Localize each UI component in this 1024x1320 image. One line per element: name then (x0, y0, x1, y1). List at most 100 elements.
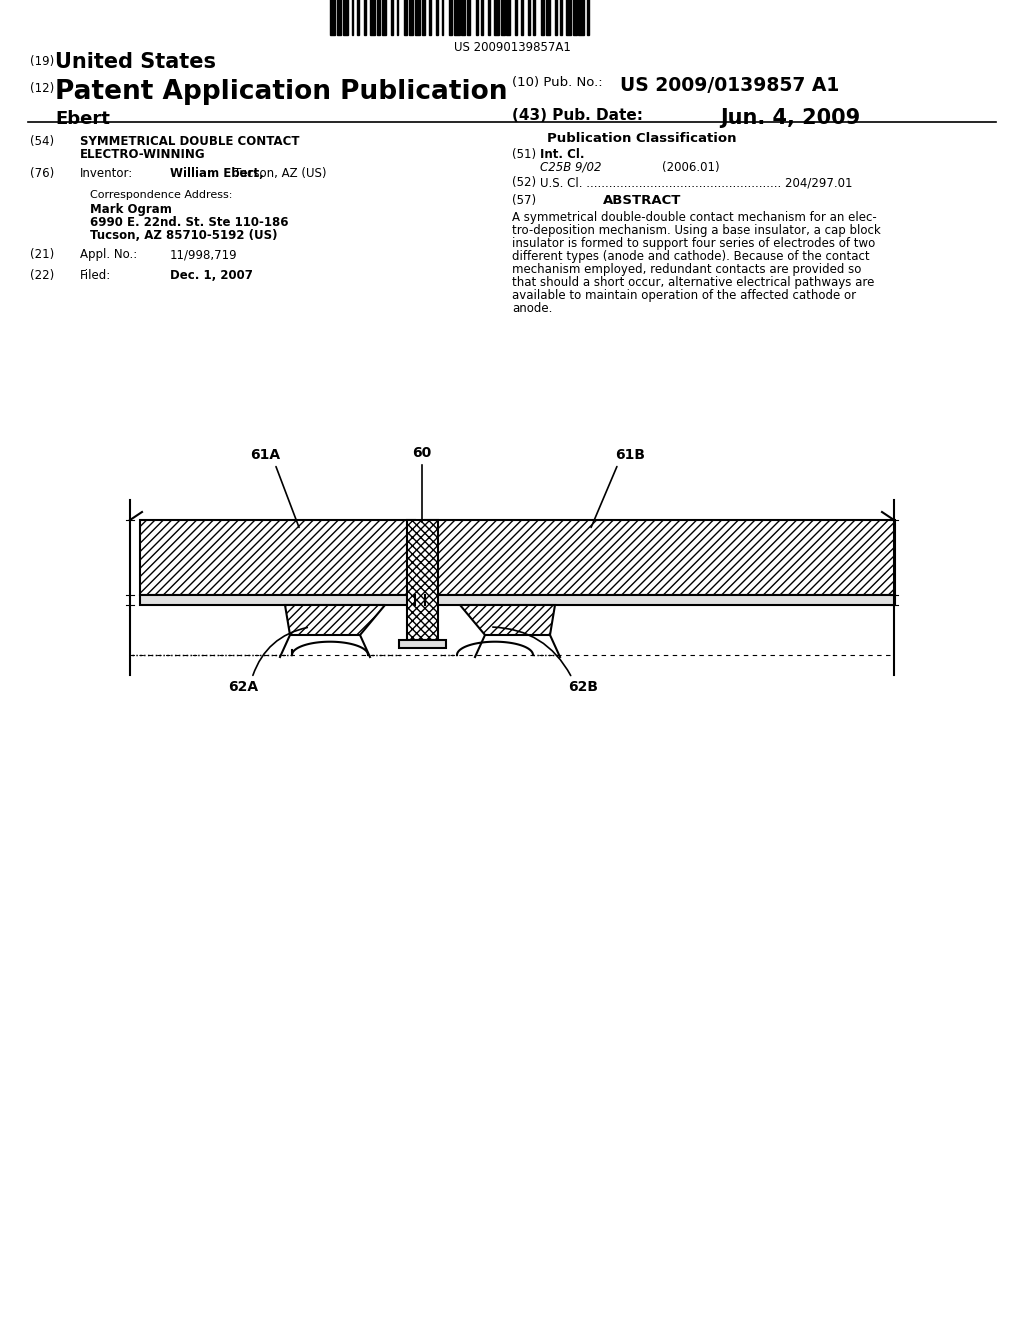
Bar (396, 0, 398, 36)
Text: ABSTRACT: ABSTRACT (603, 194, 681, 207)
Bar (377, 0, 380, 36)
Bar (507, 0, 510, 36)
Text: mechanism employed, redundant contacts are provided so: mechanism employed, redundant contacts a… (512, 263, 861, 276)
Bar (425, 520, 895, 595)
Text: Int. Cl.: Int. Cl. (540, 148, 585, 161)
Bar (429, 0, 431, 36)
Text: U.S. Cl. .................................................... 204/297.01: U.S. Cl. ...............................… (540, 176, 853, 189)
Text: Inventor:: Inventor: (80, 168, 133, 180)
Text: (57): (57) (512, 194, 537, 207)
Bar (370, 0, 375, 36)
Text: anode.: anode. (512, 302, 552, 315)
Bar (588, 0, 589, 36)
Bar (436, 0, 438, 36)
Polygon shape (460, 605, 555, 635)
Text: Filed:: Filed: (80, 269, 112, 282)
Bar (541, 0, 544, 36)
Text: available to maintain operation of the affected cathode or: available to maintain operation of the a… (512, 289, 856, 302)
Bar (403, 0, 408, 36)
Text: 62B: 62B (568, 680, 598, 694)
Bar (407, 520, 438, 640)
Text: C25B 9/02: C25B 9/02 (540, 161, 601, 174)
Bar (521, 0, 522, 36)
Text: ELECTRO-WINNING: ELECTRO-WINNING (80, 148, 206, 161)
Text: insulator is formed to support four series of electrodes of two: insulator is formed to support four seri… (512, 238, 876, 249)
Bar (425, 520, 895, 595)
Bar (467, 0, 470, 36)
Bar (488, 0, 490, 36)
Text: (76): (76) (30, 168, 54, 180)
Bar (441, 0, 443, 36)
Text: William Ebert,: William Ebert, (170, 168, 264, 180)
Text: Ebert: Ebert (55, 110, 110, 128)
Bar (515, 0, 517, 36)
Bar (357, 0, 358, 36)
Text: that should a short occur, alternative electrical pathways are: that should a short occur, alternative e… (512, 276, 874, 289)
Bar (343, 0, 348, 36)
Text: tro-deposition mechanism. Using a base insulator, a cap block: tro-deposition mechanism. Using a base i… (512, 224, 881, 238)
Bar (407, 520, 438, 640)
Text: (52): (52) (512, 176, 537, 189)
Text: Patent Application Publication: Patent Application Publication (55, 79, 508, 106)
Text: United States: United States (55, 51, 216, 73)
Text: 62A: 62A (228, 680, 258, 694)
Text: Dec. 1, 2007: Dec. 1, 2007 (170, 269, 253, 282)
Bar (140, 520, 415, 595)
Text: A symmetrical double-double contact mechanism for an elec-: A symmetrical double-double contact mech… (512, 211, 877, 224)
Text: Tucson, AZ 85710-5192 (US): Tucson, AZ 85710-5192 (US) (90, 228, 278, 242)
Bar (501, 0, 505, 36)
Text: (43) Pub. Date:: (43) Pub. Date: (512, 108, 643, 123)
Bar (449, 0, 453, 36)
Text: (19): (19) (30, 55, 54, 69)
Text: US 2009/0139857 A1: US 2009/0139857 A1 (620, 77, 840, 95)
Bar (337, 0, 341, 36)
Text: 60: 60 (413, 446, 432, 459)
Bar (391, 0, 393, 36)
Text: different types (anode and cathode). Because of the contact: different types (anode and cathode). Bec… (512, 249, 869, 263)
Polygon shape (285, 605, 385, 635)
Bar (555, 0, 557, 36)
Text: (10) Pub. No.:: (10) Pub. No.: (512, 77, 603, 88)
Bar (476, 0, 477, 36)
Text: 11/998,719: 11/998,719 (170, 248, 238, 261)
Text: US 20090139857A1: US 20090139857A1 (454, 41, 570, 54)
Bar (494, 0, 500, 36)
Bar (528, 0, 529, 36)
Text: (2006.01): (2006.01) (662, 161, 720, 174)
Bar (351, 0, 353, 36)
Text: Mark Ogram: Mark Ogram (90, 203, 172, 216)
Text: Tucson, AZ (US): Tucson, AZ (US) (234, 168, 327, 180)
Bar (382, 0, 386, 36)
Text: SYMMETRICAL DOUBLE CONTACT: SYMMETRICAL DOUBLE CONTACT (80, 135, 299, 148)
Bar (365, 0, 366, 36)
Bar (140, 595, 415, 605)
Bar (422, 0, 425, 36)
Text: 61B: 61B (615, 447, 645, 462)
Bar (534, 0, 536, 36)
Bar (399, 640, 446, 648)
Bar (410, 0, 413, 36)
Text: Appl. No.:: Appl. No.: (80, 248, 137, 261)
Text: Correspondence Address:: Correspondence Address: (90, 190, 232, 201)
Text: (51): (51) (512, 148, 537, 161)
Bar (560, 0, 562, 36)
Bar (566, 0, 571, 36)
Text: 6990 E. 22nd. St. Ste 110-186: 6990 E. 22nd. St. Ste 110-186 (90, 216, 289, 228)
Text: (22): (22) (30, 269, 54, 282)
Text: Jun. 4, 2009: Jun. 4, 2009 (720, 108, 860, 128)
Bar (481, 0, 483, 36)
Text: 61A: 61A (250, 447, 280, 462)
Bar (425, 595, 895, 605)
Bar (415, 0, 420, 36)
Bar (330, 0, 336, 36)
Text: (54): (54) (30, 135, 54, 148)
Bar (140, 520, 415, 595)
Text: (21): (21) (30, 248, 54, 261)
Bar (573, 0, 577, 36)
Bar (462, 0, 465, 36)
Bar (455, 0, 460, 36)
Text: (12): (12) (30, 82, 54, 95)
Bar (546, 0, 550, 36)
Bar (579, 0, 584, 36)
Text: Publication Classification: Publication Classification (547, 132, 736, 145)
